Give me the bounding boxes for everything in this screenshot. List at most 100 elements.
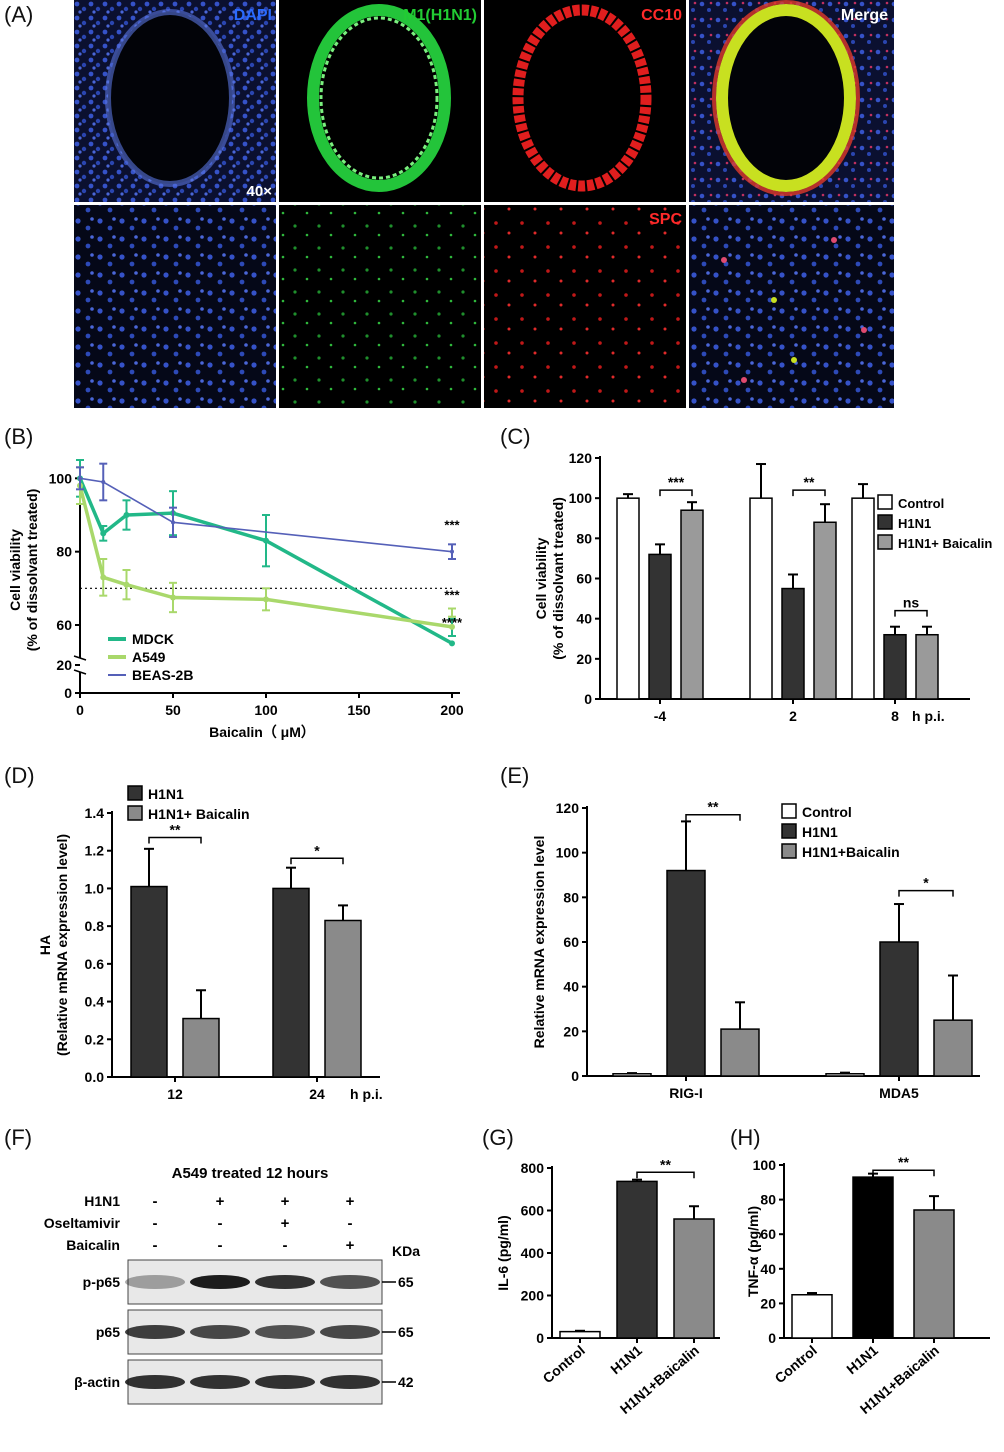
chart-d-y-tick-label: 0.2 (85, 1031, 105, 1047)
chart-g-y-tick-label: 200 (521, 1288, 545, 1304)
blot-condition-sign: - (153, 1237, 158, 1254)
chart-c-sig-label: ** (804, 474, 815, 490)
chart-d-bar (182, 1017, 220, 1078)
chart-b-y-tick-label: 0 (64, 685, 72, 701)
blot-condition-sign: + (346, 1193, 355, 1210)
chart-d-sig-bracket (148, 836, 202, 844)
chart-d-y-tick-label: 0.8 (85, 918, 105, 934)
chart-c-bar (781, 587, 805, 700)
chart-b-x-tick-label: 100 (254, 702, 278, 718)
chart-d-bar (324, 919, 362, 1078)
chart-e-y-tick-label: 100 (556, 845, 580, 861)
chart-b-y-tick-label: 20 (56, 657, 72, 673)
blot-condition-label: Oseltamivir (44, 1215, 121, 1231)
chart-b-legend-label: BEAS-2B (132, 667, 193, 683)
chart-e-legend-label: Control (802, 804, 852, 820)
chart-c-x-tick-label: 8 (891, 708, 899, 724)
chart-g-x-tick-label: H1N1 (607, 1342, 645, 1377)
chart-e-bar (933, 1019, 973, 1077)
micro-label-dapi: DAPI (234, 7, 272, 24)
chart-g-y-tick-label: 400 (521, 1245, 545, 1261)
chart-d-sig-bracket (290, 857, 344, 865)
chart-c-sig-label: *** (668, 474, 685, 490)
blot-condition-sign: - (153, 1193, 158, 1210)
chart-b-x-tick-label: 0 (76, 702, 84, 718)
chart-d-ylabel: HA (Relative mRNA expression level) (37, 834, 70, 1056)
chart-b-legend-label: A549 (132, 649, 166, 665)
chart-c-ylabel-line: Cell viability (533, 537, 549, 619)
chart-g-bar (616, 1180, 658, 1339)
chart-e-x-tick-label: MDA5 (879, 1085, 919, 1101)
chart-c-y-tick-label: 60 (576, 571, 592, 587)
chart-b-y-tick-label: 100 (49, 470, 73, 486)
chart-c-ylabel-line: (% of dissolvant treated) (550, 497, 566, 660)
chart-b-point (100, 574, 107, 581)
chart-h-sig-label: ** (898, 1154, 909, 1170)
chart-d-bar (130, 885, 168, 1078)
chart-d-y-tick-label: 1.0 (85, 880, 105, 896)
blot-title: A549 treated 12 hours (172, 1165, 329, 1182)
chart-h-ylabel: TNF-α (pg/ml) (745, 1206, 761, 1297)
chart-c-bar (883, 633, 907, 700)
chart-c-legend-swatch (877, 534, 893, 550)
chart-b-series-line-mdck (78, 477, 453, 645)
chart-b-point (100, 530, 107, 537)
chart-c-sig-bracket (792, 489, 826, 497)
blot-condition-label: Baicalin (66, 1237, 120, 1253)
chart-h-y-tick-label: 0 (768, 1330, 776, 1346)
chart-h-x-tick-label: H1N1 (843, 1342, 881, 1377)
chart-b-point (101, 480, 106, 484)
blot-condition-sign: - (218, 1237, 223, 1254)
chart-b-point (449, 623, 455, 630)
chart-e-bar (666, 869, 706, 1077)
chart-c-legend-label: Control (898, 496, 944, 511)
chart-b-point (123, 512, 130, 518)
chart-e-ylabel-line: Relative mRNA expression level (531, 836, 547, 1049)
chart-h-y-tick-label: 80 (760, 1192, 776, 1208)
blot-kda-value: 42 (398, 1374, 414, 1390)
chart-d-y-tick-label: 0.0 (85, 1069, 105, 1085)
chart-d-y-tick-label: 0.4 (85, 994, 105, 1010)
micrograph-spc-alveoli (484, 205, 686, 408)
chart-g-bar (559, 1330, 601, 1339)
micro-label-merge: Merge (841, 7, 888, 24)
chart-b-x-tick-label: 200 (440, 702, 464, 718)
chart-c-legend-swatch (877, 494, 893, 510)
chart-b-point (263, 537, 269, 544)
chart-c-y-tick-label: 100 (569, 490, 593, 506)
micro-label-cc10: CC10 (641, 7, 682, 24)
blot-condition-sign: - (153, 1215, 158, 1232)
chart-h-sig-bracket (872, 1169, 935, 1177)
chart-b-point (170, 594, 176, 601)
chart-b-point (263, 596, 269, 603)
panel-letter-f: (F) (4, 1125, 33, 1150)
chart-b-xlabel: Baicalin（ μM） (209, 724, 315, 740)
blot-condition-sign: + (281, 1193, 290, 1210)
chart-b-sig-label: *** (444, 587, 460, 602)
micro-label-spc: SPC (649, 211, 682, 228)
chart-c-cell-viability-time: 0 20 40 60 80 100 120 -4 2 8 h p.i. Cell viability(… (533, 450, 992, 724)
chart-g-sig-label: ** (660, 1156, 671, 1172)
chart-e-bar (825, 1073, 865, 1077)
chart-g-y-tick-label: 0 (536, 1330, 544, 1346)
blot-kda-value: 65 (398, 1324, 414, 1340)
chart-c-y-tick-label: 20 (576, 651, 592, 667)
blot-band (320, 1375, 380, 1389)
chart-e-y-tick-label: 80 (563, 889, 579, 905)
blot-condition-sign: + (216, 1193, 225, 1210)
chart-h-y-tick-label: 100 (753, 1157, 777, 1173)
chart-b-x-tick-label: 150 (347, 702, 371, 718)
chart-b-axis-break (73, 655, 87, 675)
chart-h-ylabel-text: TNF-α (pg/ml) (745, 1206, 761, 1297)
micro-label-m1: M1(H1N1) (403, 7, 477, 24)
chart-h-bar (852, 1176, 894, 1339)
micrograph-m1-airway (279, 0, 481, 202)
chart-e-sig-bracket (685, 813, 741, 821)
chart-d-ylabel-line: HA (37, 935, 53, 955)
chart-g-y-tick-label: 600 (521, 1203, 545, 1219)
chart-c-y-tick-label: 0 (584, 691, 592, 707)
chart-d-ha-expression: 0.0 0.2 0.4 0.6 0.8 1.0 1.2 1.4 12 24 h p.i. HA (Rel… (37, 785, 383, 1102)
chart-c-y-tick-label: 80 (576, 530, 592, 546)
chart-h-y-tick-label: 40 (760, 1261, 776, 1277)
chart-g-bar (673, 1218, 715, 1339)
